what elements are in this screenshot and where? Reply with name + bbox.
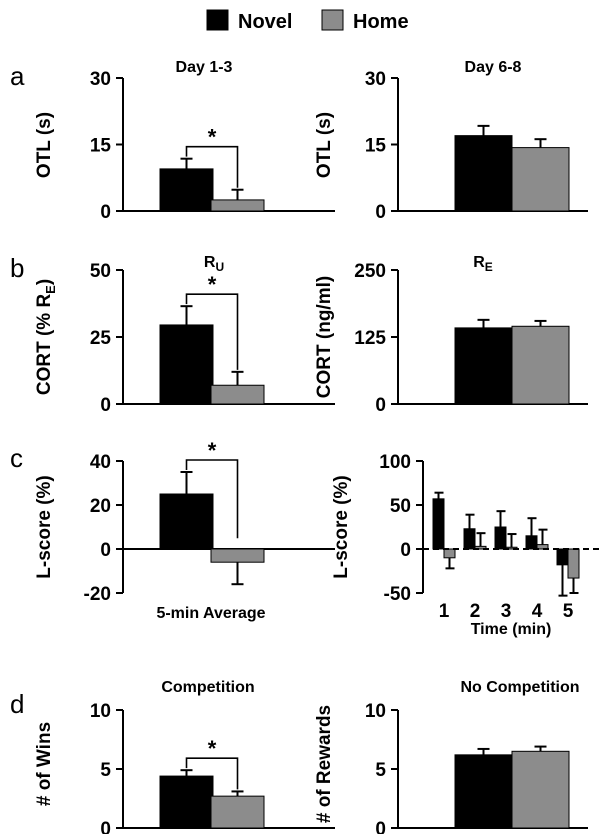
y-axis-label-close: ) xyxy=(34,279,55,285)
legend-label-home: Home xyxy=(353,11,409,33)
y-axis-label: OTL (s) xyxy=(314,112,335,178)
y-axis-label-subscript: E xyxy=(43,285,58,294)
legend-label-novel: Novel xyxy=(238,11,292,33)
significance-bracket xyxy=(185,459,239,539)
y-tick-label: 250 xyxy=(354,261,386,282)
chart-c-time: -50 0 50 100 L-score (%) Time (min) 1 2 3 4 5 xyxy=(331,452,600,638)
y-tick-label: 0 xyxy=(100,819,111,834)
y-tick-label: 10 xyxy=(90,701,111,722)
legend-swatch-home xyxy=(321,9,344,31)
bar-novel xyxy=(556,548,569,566)
bar-home xyxy=(511,147,570,212)
y-tick-label: 15 xyxy=(90,136,112,157)
chart-b-re: 0 125 250 CORT (ng/ml) RE xyxy=(314,254,588,416)
significance-marker: * xyxy=(208,125,217,150)
significance-marker: * xyxy=(208,736,217,761)
y-tick-label: 20 xyxy=(90,496,111,517)
bar-home xyxy=(567,548,580,579)
y-tick-label: 10 xyxy=(365,701,386,722)
y-tick-label: 0 xyxy=(100,540,111,561)
y-axis-label: CORT (ng/ml) xyxy=(314,276,335,398)
bar-home xyxy=(210,199,265,212)
x-tick-label: 1 xyxy=(439,601,450,622)
y-axis-label: CORT (% RE) xyxy=(34,279,58,395)
y-tick-label: 50 xyxy=(90,261,111,282)
x-tick-label: 2 xyxy=(470,601,481,622)
chart-title: Day 1-3 xyxy=(176,59,233,76)
x-axis-label: 5-min Average xyxy=(156,605,265,622)
chart-title-subscript: E xyxy=(485,260,493,274)
y-tick-label: 0 xyxy=(375,202,386,223)
y-tick-label: 0 xyxy=(100,202,111,223)
bar-novel xyxy=(432,498,445,550)
chart-title: RE xyxy=(473,254,493,274)
chart-title-subscript: U xyxy=(215,260,224,274)
chart-title: RU xyxy=(204,254,224,274)
chart-d-competition: 0 5 10 # of Wins Competition * xyxy=(34,679,335,834)
y-axis-label: # of Rewards xyxy=(314,705,335,823)
y-tick-label: -50 xyxy=(384,584,411,605)
bar-novel xyxy=(159,493,214,550)
y-tick-label: 0 xyxy=(400,540,411,561)
significance-bracket xyxy=(185,757,239,790)
y-tick-label: -20 xyxy=(84,584,111,605)
y-tick-label: 25 xyxy=(90,328,112,349)
bar-home xyxy=(210,384,265,405)
significance-bracket xyxy=(185,145,239,188)
y-tick-label: 100 xyxy=(379,452,411,473)
x-tick-label: 4 xyxy=(532,601,543,622)
bar-novel xyxy=(454,135,513,212)
bar-novel xyxy=(454,327,513,405)
chart-a-day6-8: 0 15 30 OTL (s) Day 6-8 xyxy=(314,59,588,223)
x-axis-label: Time (min) xyxy=(471,621,552,638)
legend: Novel Home xyxy=(206,9,409,33)
legend-swatch-novel xyxy=(206,9,229,31)
bar-home xyxy=(210,795,265,829)
significance-marker: * xyxy=(208,438,217,463)
chart-b-ru: 0 25 50 CORT (% RE) RU* xyxy=(34,254,335,416)
y-tick-label: 30 xyxy=(90,69,111,90)
chart-a-day1-3: 0 15 30 OTL (s) Day 1-3 * xyxy=(34,59,335,223)
y-tick-label: 0 xyxy=(100,395,111,416)
y-tick-label: 15 xyxy=(365,136,387,157)
bar-home xyxy=(210,548,265,563)
x-tick-label: 5 xyxy=(563,601,574,622)
chart-title: Day 6-8 xyxy=(465,59,522,76)
panel-letter-d: d xyxy=(10,689,24,719)
bar-novel xyxy=(463,528,476,550)
panel-letter-a: a xyxy=(10,61,25,91)
y-tick-label: 0 xyxy=(375,819,386,834)
bar-novel xyxy=(159,168,214,212)
y-tick-label: 40 xyxy=(90,452,111,473)
y-tick-label: 125 xyxy=(354,328,386,349)
significance-bracket xyxy=(185,293,239,370)
bar-novel xyxy=(159,775,214,829)
panel-letter-c: c xyxy=(10,443,23,473)
significance-marker: * xyxy=(208,272,217,297)
bar-home xyxy=(443,548,456,559)
y-axis-label: L-score (%) xyxy=(331,475,352,578)
x-tick-label: 3 xyxy=(501,601,512,622)
bar-novel xyxy=(454,754,513,829)
y-axis-label: # of Wins xyxy=(34,722,55,806)
bar-home xyxy=(511,750,570,829)
y-tick-label: 5 xyxy=(375,760,386,781)
chart-title: No Competition xyxy=(460,679,579,696)
y-tick-label: 50 xyxy=(390,496,411,517)
panel-letter-b: b xyxy=(10,253,24,283)
y-tick-label: 0 xyxy=(375,395,386,416)
chart-title: Competition xyxy=(161,679,254,696)
y-tick-label: 30 xyxy=(365,69,386,90)
chart-d-no-competition: 0 5 10 # of Rewards No Competition xyxy=(314,679,588,834)
bar-novel xyxy=(494,526,507,550)
y-axis-label: L-score (%) xyxy=(34,475,55,578)
y-tick-label: 5 xyxy=(100,760,111,781)
bar-novel xyxy=(159,324,214,405)
bar-home xyxy=(511,325,570,405)
y-axis-label: OTL (s) xyxy=(34,112,55,178)
bar-novel xyxy=(525,535,538,550)
chart-c-average: -20 0 20 40 L-score (%) 5-min Average * xyxy=(34,438,335,622)
